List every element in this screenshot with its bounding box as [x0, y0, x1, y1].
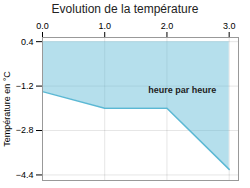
- svg-text:3.0: 3.0: [223, 21, 236, 31]
- svg-text:heure par heure: heure par heure: [148, 85, 216, 95]
- html-text:Evolution de la température: Evolution de la température: [51, 2, 199, 16]
- svg-text:0.0: 0.0: [36, 21, 49, 31]
- svg-text:−2.8: −2.8: [16, 125, 34, 135]
- svg-text:−4.4: −4.4: [16, 170, 34, 180]
- svg-text:2.0: 2.0: [161, 21, 174, 31]
- svg-text:0.4: 0.4: [21, 37, 34, 47]
- svg-text:−1.2: −1.2: [16, 81, 34, 91]
- svg-text:Température en °C: Température en °C: [2, 71, 12, 147]
- svg-text:1.0: 1.0: [98, 21, 111, 31]
